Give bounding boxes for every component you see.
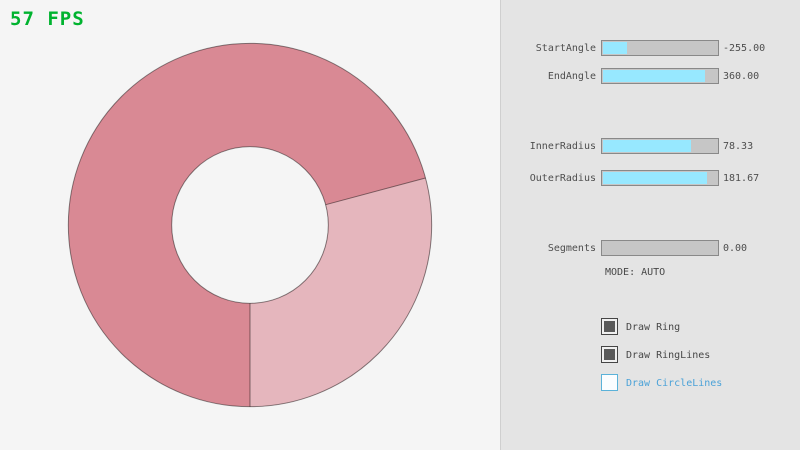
inner-radius-slider[interactable] xyxy=(601,138,719,154)
ring-donut-chart xyxy=(67,42,433,408)
draw-circlelines-checkbox-box[interactable] xyxy=(601,374,618,391)
segments-label: Segments xyxy=(547,243,596,254)
draw-ring-checkbox-label: Draw Ring xyxy=(626,322,681,333)
draw-ring-checkbox[interactable]: Draw Ring xyxy=(601,318,800,335)
outer-radius-slider[interactable] xyxy=(601,170,719,186)
ring-overlap-sector xyxy=(250,178,432,407)
start-angle-slider-fill xyxy=(603,42,627,54)
segments-value: 0.00 xyxy=(723,243,748,254)
end-angle-label: EndAngle xyxy=(547,71,596,82)
draw-circlelines-checkbox[interactable]: Draw CircleLines xyxy=(601,374,800,391)
ring-canvas: 57 FPS xyxy=(10,8,433,408)
draw-ringlines-checkbox-box[interactable] xyxy=(601,346,618,363)
segments-mode-text: MODE: AUTO xyxy=(605,267,666,278)
end-angle-slider-row: EndAngle 360.00 xyxy=(501,68,800,84)
ring-sector-line-start xyxy=(325,177,426,206)
inner-radius-slider-row: InnerRadius 78.33 xyxy=(501,138,800,154)
draw-ring-checkbox-box[interactable] xyxy=(601,318,618,335)
ring-outer-outline xyxy=(67,42,433,408)
outer-radius-label: OuterRadius xyxy=(529,173,596,184)
segments-slider-row: Segments 0.00 xyxy=(501,240,800,256)
draw-ringlines-checkbox[interactable]: Draw RingLines xyxy=(601,346,800,363)
start-angle-slider-row: StartAngle -255.00 xyxy=(501,40,800,56)
segments-slider[interactable] xyxy=(601,240,719,256)
inner-radius-slider-fill xyxy=(603,140,692,152)
end-angle-slider[interactable] xyxy=(601,68,719,84)
outer-radius-slider-row: OuterRadius 181.67 xyxy=(501,170,800,186)
inner-radius-value: 78.33 xyxy=(723,141,754,152)
ring-inner-outline xyxy=(171,146,329,304)
outer-radius-value: 181.67 xyxy=(723,173,760,184)
start-angle-label: StartAngle xyxy=(535,43,596,54)
fps-counter: 57 FPS xyxy=(10,8,85,30)
draw-ringlines-checkbox-label: Draw RingLines xyxy=(626,350,711,361)
start-angle-value: -255.00 xyxy=(723,43,766,54)
inner-radius-label: InnerRadius xyxy=(529,141,596,152)
outer-radius-slider-fill xyxy=(603,172,707,184)
end-angle-value: 360.00 xyxy=(723,71,760,82)
start-angle-slider[interactable] xyxy=(601,40,719,56)
end-angle-slider-fill xyxy=(603,70,706,82)
controls-panel: StartAngle -255.00 EndAngle 360.00 Inner… xyxy=(500,0,800,450)
draw-circlelines-checkbox-label: Draw CircleLines xyxy=(626,378,723,389)
